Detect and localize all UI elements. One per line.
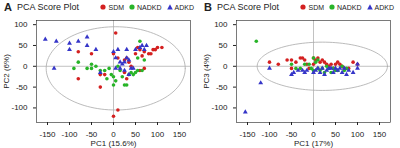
svg-text:-50: -50 [285,130,298,140]
html-text:SDM: SDM [308,3,324,11]
svg-text:100: 100 [151,130,165,139]
html-text:SDM: SDM [108,3,124,11]
svg-text:PC3 (4%): PC3 (4%) [202,54,211,89]
svg-text:50: 50 [219,41,228,50]
svg-text:0: 0 [311,130,316,140]
svg-text:150: 150 [373,130,387,139]
svg-text:-50: -50 [216,83,228,92]
svg-text:0: 0 [23,62,28,71]
svg-text:100: 100 [214,20,228,29]
svg-text:-150: -150 [239,130,256,139]
html-text:NADKD: NADKD [137,3,162,11]
svg-text:50: 50 [19,41,28,50]
svg-text:50: 50 [131,130,140,140]
svg-text:-50: -50 [85,130,98,140]
svg-text:PC1 (17%): PC1 (17%) [294,139,333,148]
html-text:ADKD: ADKD [174,3,194,11]
svg-text:150: 150 [173,130,187,139]
html-text:PCA Score Plot: PCA Score Plot [217,2,279,12]
svg-text:PC1 (15.6%): PC1 (15.6%) [91,139,137,148]
svg-text:-100: -100 [261,130,278,139]
svg-text:100: 100 [351,130,365,139]
svg-text:-100: -100 [211,103,228,112]
html-text:ADKD: ADKD [374,3,394,11]
svg-text:0: 0 [111,130,116,140]
html-text:NADKD: NADKD [337,3,362,11]
svg-text:PC2 (6%): PC2 (6%) [2,54,11,89]
svg-text:100: 100 [14,20,28,29]
svg-text:-150: -150 [39,130,56,139]
svg-text:-100: -100 [11,103,28,112]
html-text:A: A [4,1,12,13]
html-text:PCA Score Plot: PCA Score Plot [17,2,79,12]
svg-text:-100: -100 [61,130,78,139]
svg-text:-50: -50 [16,83,28,92]
html-text:B: B [204,1,212,13]
svg-text:0: 0 [223,62,228,71]
svg-text:50: 50 [331,130,340,140]
